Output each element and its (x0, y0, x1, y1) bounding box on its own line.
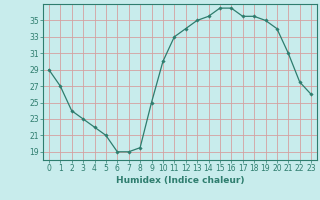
X-axis label: Humidex (Indice chaleur): Humidex (Indice chaleur) (116, 176, 244, 185)
